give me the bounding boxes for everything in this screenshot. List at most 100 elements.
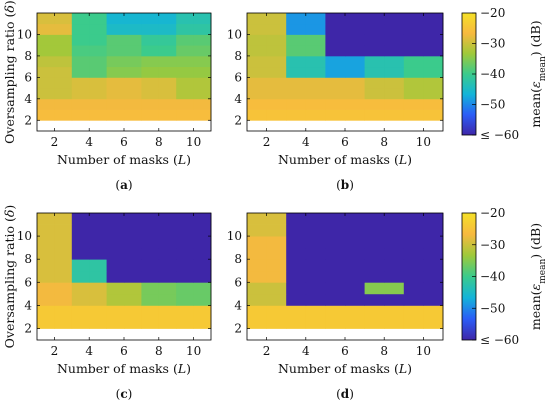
heatmap-cell [286, 13, 307, 25]
heatmap-cell [345, 293, 365, 306]
heatmap-cells [247, 213, 444, 329]
x-axis-label: Number of masks (L) [278, 361, 412, 376]
heatmap-cell [193, 305, 212, 318]
heatmap-cell [325, 282, 346, 295]
x-tick-label: 10 [416, 344, 431, 358]
heatmap-cell [364, 316, 385, 329]
heatmap-cell [305, 55, 326, 68]
heatmap-cell [124, 66, 142, 78]
heatmap-cell [71, 23, 90, 35]
heatmap-cell [176, 88, 194, 100]
heatmap-cell [54, 213, 73, 225]
heatmap-cell [286, 109, 307, 121]
heatmap-cell [247, 55, 267, 68]
heatmap-cell [266, 55, 287, 68]
heatmap-cell [158, 23, 177, 35]
heatmap-cell [364, 270, 385, 283]
panel-caption: (a) [115, 178, 132, 192]
heatmap-cell [141, 259, 160, 272]
heatmap-cell [124, 293, 142, 306]
heatmap-cell [54, 45, 73, 57]
heatmap-cell [305, 270, 326, 283]
heatmap-cell [193, 13, 212, 25]
colorbar-tick-label: −30 [480, 238, 505, 252]
heatmap-cell [266, 316, 287, 329]
heatmap-cell [106, 98, 125, 110]
heatmap-cell [124, 34, 142, 46]
heatmap-cell [286, 224, 307, 237]
heatmap-cell [364, 98, 385, 110]
heatmap-cell [423, 282, 444, 295]
heatmap-cell [124, 305, 142, 318]
heatmap-cell [384, 34, 405, 46]
heatmap-cell [106, 247, 125, 260]
heatmap-cell [141, 270, 160, 283]
heatmap-cell [384, 23, 405, 35]
heatmap-cell [266, 259, 287, 272]
heatmap-cell [345, 282, 365, 295]
heatmap-cell [176, 77, 194, 89]
heatmap-cell [266, 13, 287, 25]
heatmap-cell [364, 305, 385, 318]
heatmap-cell [305, 236, 326, 249]
heatmap-cell [305, 13, 326, 25]
heatmap-cell [158, 247, 177, 260]
heatmap-cell [193, 259, 212, 272]
y-tick-label: 8 [234, 252, 242, 266]
x-tick-label: 6 [341, 135, 349, 149]
heatmap-cell [266, 305, 287, 318]
heatmap-cell [403, 305, 424, 318]
heatmap-cell [423, 293, 444, 306]
heatmap-cell [106, 213, 125, 225]
heatmap-cell [403, 66, 424, 78]
heatmap-cell [423, 34, 444, 46]
colorbar-label: mean(εmean) (dB) [528, 223, 548, 330]
x-tick-label: 8 [380, 135, 388, 149]
heatmap-cell [71, 13, 90, 25]
heatmap-cells [247, 13, 444, 121]
heatmap-cell [325, 98, 346, 110]
heatmap-cell [37, 13, 55, 25]
x-tick-label: 10 [416, 135, 431, 149]
heatmap-cell [247, 293, 267, 306]
heatmap-cell [124, 270, 142, 283]
colorbar-2: −20 −30 −40 −50 ≤ −60 mean(εmean) (dB) [461, 206, 548, 347]
colorbar-tick-label: −50 [480, 301, 505, 315]
heatmap-cell [325, 305, 346, 318]
heatmap-cell [193, 247, 212, 260]
heatmap-cell [176, 55, 194, 68]
heatmap-cell [247, 236, 267, 249]
heatmap-cell [423, 66, 444, 78]
heatmap-cell [37, 293, 55, 306]
heatmap-cell [325, 316, 346, 329]
heatmap-cell [141, 282, 160, 295]
heatmap-cell [71, 236, 90, 249]
colorbar-tick-label: −20 [480, 206, 505, 220]
heatmap-cell [423, 23, 444, 35]
heatmap-cell [37, 282, 55, 295]
heatmap-cell [193, 77, 212, 89]
heatmap-cell [345, 224, 365, 237]
heatmap-cell [176, 13, 194, 25]
heatmap-cell [141, 34, 160, 46]
heatmap-cell [158, 305, 177, 318]
heatmap-cell [364, 247, 385, 260]
heatmap-cell [423, 224, 444, 237]
heatmap-cell [176, 224, 194, 237]
heatmap-cell [54, 88, 73, 100]
heatmap-cell [176, 316, 194, 329]
heatmap-cell [176, 23, 194, 35]
heatmap-cell [403, 23, 424, 35]
heatmap-cell [141, 66, 160, 78]
heatmap-cell [247, 109, 267, 121]
y-tick-label: 2 [234, 113, 242, 127]
heatmap-cell [89, 305, 107, 318]
y-tick-label: 6 [24, 275, 32, 289]
panel-caption: (b) [336, 178, 354, 192]
heatmap-cell [106, 23, 125, 35]
heatmap-cell [193, 293, 212, 306]
heatmap-cell [158, 259, 177, 272]
heatmap-cell [141, 13, 160, 25]
heatmap-cell [423, 55, 444, 68]
heatmap-cell [89, 213, 107, 225]
